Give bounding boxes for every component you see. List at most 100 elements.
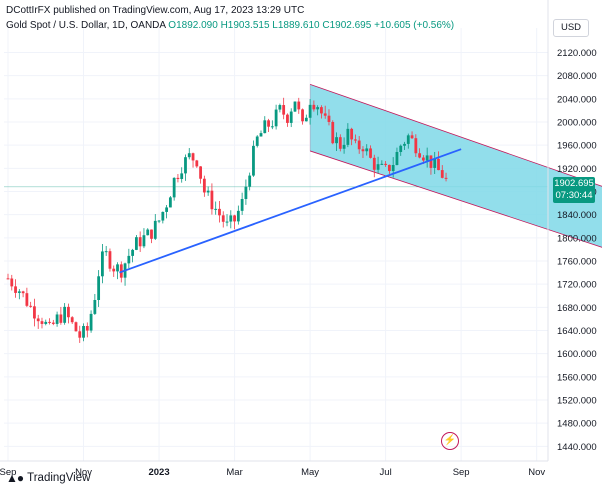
candle-body — [380, 163, 384, 165]
candle-body — [195, 160, 199, 167]
candle-body — [138, 237, 142, 247]
candle-body — [361, 149, 365, 152]
price-tick-label: 1480.000 — [557, 419, 597, 430]
candle-body — [440, 170, 444, 178]
candle-body — [153, 220, 157, 239]
candle-body — [85, 325, 89, 331]
candle-body — [365, 148, 369, 152]
candle-body — [433, 158, 437, 168]
bar-countdown: 07:30:44 — [555, 190, 593, 201]
time-tick-label: 2023 — [148, 467, 169, 478]
candle-body — [25, 293, 29, 306]
published-header: DCottIrFX published on TradingView.com, … — [6, 5, 305, 16]
candle-body — [40, 321, 44, 324]
candle-body — [6, 278, 10, 280]
ohlc-high: H1903.515 — [220, 20, 270, 31]
candle-body — [286, 114, 289, 123]
footer-brand: ▲● TradingView — [6, 471, 90, 485]
price-tick-label: 1920.000 — [557, 164, 597, 175]
candle-body — [165, 207, 169, 212]
time-tick-label: May — [301, 467, 319, 478]
candle-body — [429, 155, 433, 168]
time-tick-label: Mar — [226, 467, 242, 478]
candle-body — [89, 313, 93, 331]
candle-body — [161, 211, 165, 221]
candle-body — [331, 121, 335, 144]
candle-body — [387, 164, 391, 172]
price-axis: 1440.000 1480.000 1520.000 1560.000 1600.000… — [547, 0, 597, 461]
candle-body — [199, 166, 202, 179]
candle-body — [112, 268, 116, 272]
candle-body — [97, 276, 101, 300]
candle-body — [323, 113, 327, 116]
price-tick-label: 1640.000 — [557, 326, 597, 337]
candle-body — [48, 321, 51, 323]
candle-body — [67, 306, 70, 318]
candle-body — [221, 215, 225, 222]
price-tick-label: 1800.000 — [557, 233, 597, 244]
time-tick-label: Sep — [453, 467, 470, 478]
candle-body — [44, 321, 48, 324]
candle-body — [369, 148, 372, 158]
candle-body — [184, 157, 187, 174]
candle-body — [282, 105, 286, 115]
candle-body — [10, 278, 14, 287]
candle-body — [384, 163, 388, 165]
candle-body — [320, 107, 323, 114]
candle-body — [240, 198, 244, 211]
candle-body — [202, 178, 206, 193]
price-tick-label: 1440.000 — [557, 442, 597, 453]
candle-body — [316, 107, 320, 110]
candle-body — [406, 135, 410, 144]
candle-body — [78, 331, 82, 338]
candle-body — [248, 175, 252, 187]
price-tick-label: 1840.000 — [557, 210, 597, 221]
candle-body — [403, 143, 406, 146]
candle-body — [372, 157, 376, 170]
candle-body — [327, 115, 331, 122]
candle-body — [74, 322, 78, 332]
candle-body — [244, 186, 248, 199]
candle-body — [304, 117, 308, 122]
candle-body — [342, 144, 346, 149]
footer-brand-text: TradingView — [27, 472, 91, 484]
price-tick-label: 2040.000 — [557, 94, 597, 105]
candle-body — [93, 299, 97, 314]
price-tick-label: 1600.000 — [557, 349, 597, 360]
candle-body — [210, 190, 214, 210]
candle-body — [263, 120, 267, 134]
price-tick-label: 1520.000 — [557, 395, 597, 406]
candle-body — [421, 157, 425, 161]
candle-body — [444, 177, 448, 179]
candle-body — [187, 153, 191, 158]
time-tick-label: Nov — [75, 467, 92, 478]
candle-body — [274, 109, 278, 127]
candle-body — [437, 158, 440, 171]
price-tick-label: 2080.000 — [557, 71, 597, 82]
candle-body — [391, 165, 395, 172]
candle-body — [297, 101, 301, 110]
candle-body — [338, 137, 342, 149]
chart-grid — [4, 28, 548, 461]
candle-body — [157, 220, 161, 222]
candle-body — [425, 155, 429, 161]
candle-body — [168, 197, 172, 208]
candle-body — [127, 255, 131, 264]
candle-body — [229, 215, 233, 222]
candle-body — [33, 306, 36, 319]
time-axis: Sep Nov 2023 Mar May Jul Sep Nov — [0, 460, 548, 478]
candle-body — [418, 153, 422, 158]
ascending-trendline — [119, 148, 462, 274]
candle-body — [255, 136, 259, 146]
lightning-icon[interactable]: ⚡ — [441, 432, 459, 450]
candle-body — [180, 173, 184, 179]
candle-body — [346, 128, 350, 145]
price-tick-label: 1720.000 — [557, 280, 597, 291]
candle-body — [233, 215, 236, 222]
candle-body — [289, 111, 293, 123]
candle-body — [70, 317, 74, 323]
candle-body — [399, 145, 403, 152]
candle-body — [225, 221, 229, 223]
currency-selector[interactable]: USD — [553, 19, 589, 37]
